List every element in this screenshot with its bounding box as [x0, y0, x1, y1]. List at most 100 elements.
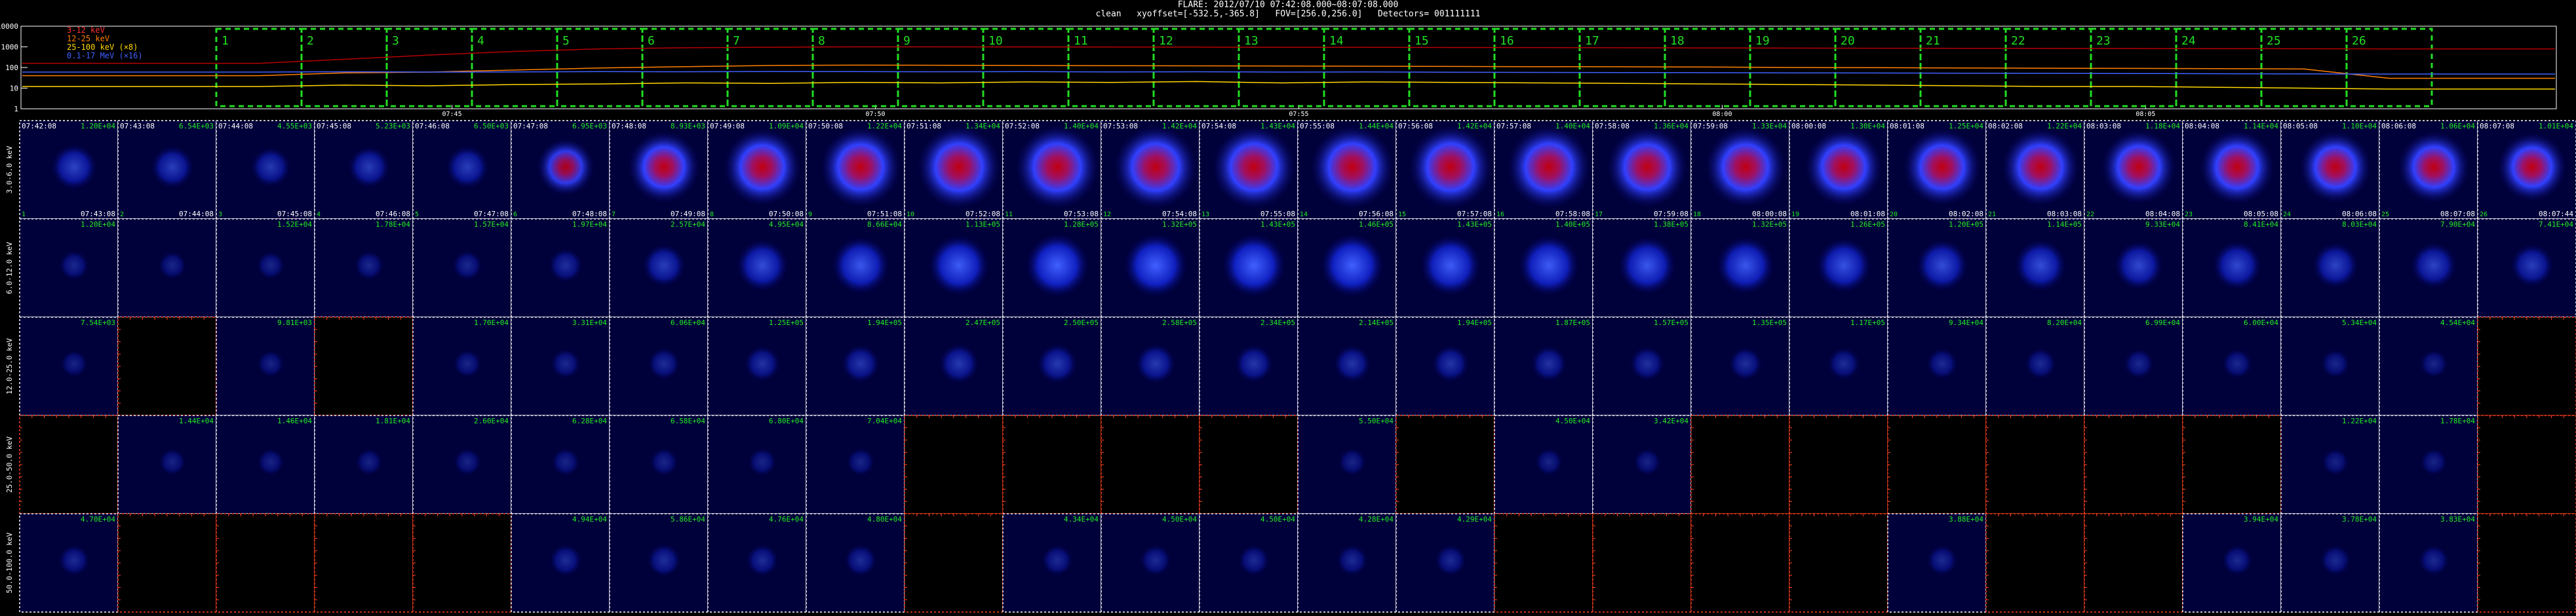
- image-cell: 1.36E+04 07:58:08 07:59:08 17: [1592, 120, 1692, 220]
- source-emission: [1704, 126, 1787, 208]
- image-cell: 1.42E+04 07:53:08 07:54:08 12: [1101, 120, 1200, 220]
- cell-frame: [707, 218, 807, 318]
- cell-frame: [1592, 513, 1692, 613]
- peak-value: 1.43E+05: [1457, 220, 1492, 229]
- image-parameters: clean xyoffset=[-532.5,-365.8] FOV=[256.…: [1095, 9, 1481, 19]
- end-time: 07:59:08: [1654, 210, 1688, 218]
- y-tick-label: 10: [10, 85, 18, 93]
- row-energy-label: 6.0-12.0 keV: [5, 242, 14, 294]
- start-time: 07:50:08: [808, 122, 843, 130]
- peak-value: 4.95E+04: [769, 220, 804, 229]
- source-emission: [2320, 349, 2351, 379]
- end-time: 07:44:08: [179, 210, 214, 218]
- start-time: 08:07:08: [2480, 122, 2514, 130]
- source-emission: [1041, 544, 1074, 577]
- image-cell: 2.47E+05: [904, 317, 1004, 416]
- image-cell: 1.32E+05: [1690, 218, 1790, 318]
- image-cell: 2.50E+05: [1002, 317, 1102, 416]
- peak-value: 1.20E+04: [81, 220, 115, 229]
- time-slot-number: 23: [2096, 34, 2111, 48]
- image-cell: 1.87E+05: [1494, 317, 1593, 416]
- peak-value: 1.25E+04: [1949, 122, 1983, 130]
- source-emission: [844, 543, 878, 577]
- end-time: 08:02:08: [1949, 210, 1983, 218]
- slot-index: 1: [22, 211, 26, 218]
- source-emission: [1234, 344, 1274, 383]
- image-cell: 4.29E+04: [1395, 513, 1495, 613]
- slot-index: 4: [317, 211, 321, 218]
- source-emission: [1338, 448, 1367, 476]
- cell-frame: [2477, 513, 2576, 613]
- time-slot-number: 2: [307, 34, 314, 48]
- row-energy-label: 12.0-25.0 keV: [5, 338, 14, 395]
- time-slot-number: 17: [1585, 34, 1599, 48]
- image-cell: 1.44E+04 07:55:08 07:56:08 14: [1297, 120, 1397, 220]
- time-slot-number: 13: [1244, 34, 1259, 48]
- slot-index: 20: [1890, 211, 1898, 218]
- image-cell: 3.78E+04: [2280, 513, 2380, 613]
- source-emission: [150, 145, 195, 189]
- end-time: 07:45:08: [277, 210, 312, 218]
- image-cell: 9.81E+03: [216, 317, 315, 416]
- peak-value: 1.22E+04: [867, 122, 902, 130]
- image-cell: 4.28E+04: [1297, 513, 1397, 613]
- end-time: 08:06:08: [2342, 210, 2377, 218]
- source-emission: [1036, 343, 1078, 385]
- slot-index: 5: [415, 211, 419, 218]
- slot-index: 16: [1496, 211, 1504, 218]
- y-tick-label: 1000: [1, 43, 19, 52]
- peak-value: 9.34E+04: [1949, 318, 1983, 327]
- source-emission: [642, 243, 686, 288]
- peak-value: 2.50E+05: [1064, 318, 1099, 327]
- image-cell: 1.78E+04: [314, 218, 414, 318]
- source-emission: [2312, 242, 2359, 289]
- peak-value: 1.22E+04: [2342, 417, 2377, 425]
- time-slot-number: 4: [477, 34, 484, 48]
- image-cell: 1.32E+05: [1101, 218, 1200, 318]
- image-cell: 5.34E+04: [2280, 317, 2380, 416]
- peak-value: 1.44E+04: [179, 417, 214, 425]
- image-cell: [1101, 415, 1200, 514]
- source-emission: [1506, 125, 1591, 210]
- time-slot-number: 11: [1074, 34, 1088, 48]
- source-emission: [819, 126, 902, 208]
- image-cell: 1.78E+04: [2379, 415, 2478, 514]
- peak-value: 1.42E+04: [1162, 122, 1197, 130]
- slot-index: 10: [907, 211, 914, 218]
- cell-frame: [216, 513, 315, 613]
- time-slot-number: 10: [988, 34, 1003, 48]
- peak-value: 2.14E+05: [1359, 318, 1394, 327]
- source-emission: [1728, 346, 1763, 381]
- cell-frame: [314, 317, 414, 416]
- end-time: 08:04:08: [2145, 210, 2180, 218]
- image-cell: 1.40E+04 07:52:08 07:53:08 11: [1002, 120, 1102, 220]
- image-cell: [19, 415, 119, 514]
- start-time: 07:43:08: [120, 122, 155, 130]
- end-time: 07:53:08: [1064, 210, 1099, 218]
- source-emission: [1633, 448, 1662, 476]
- peak-value: 3.88E+04: [1949, 515, 1983, 524]
- source-emission: [2024, 347, 2057, 380]
- source-emission: [1434, 544, 1467, 577]
- x-tick-label: 08:05: [2136, 111, 2155, 117]
- end-time: 07:52:08: [966, 210, 1000, 218]
- image-cell: 1.34E+04 07:51:08 07:52:08 10: [904, 120, 1004, 220]
- peak-value: 4.29E+04: [1457, 515, 1492, 524]
- peak-value: 1.32E+05: [1162, 220, 1197, 229]
- peak-value: 1.40E+05: [1555, 220, 1590, 229]
- time-slot-number: 5: [562, 34, 570, 48]
- legend-entry: 0.1-17 MeV (×16): [67, 51, 143, 60]
- peak-value: 4.50E+04: [1260, 515, 1295, 524]
- image-cell: 1.22E+04: [2280, 415, 2380, 514]
- peak-value: 4.28E+04: [1359, 515, 1394, 524]
- source-emission: [256, 448, 285, 476]
- source-emission: [2419, 349, 2449, 379]
- peak-value: 1.38E+05: [1654, 220, 1688, 229]
- peak-value: 4.80E+04: [867, 515, 902, 524]
- source-emission: [58, 544, 90, 577]
- source-emission: [745, 543, 779, 577]
- image-cell: 3.88E+04: [1887, 513, 1987, 613]
- legend-entry: 3-12 keV: [67, 26, 105, 35]
- slot-index: 22: [2086, 211, 2094, 218]
- start-time: 08:01:08: [1890, 122, 1924, 130]
